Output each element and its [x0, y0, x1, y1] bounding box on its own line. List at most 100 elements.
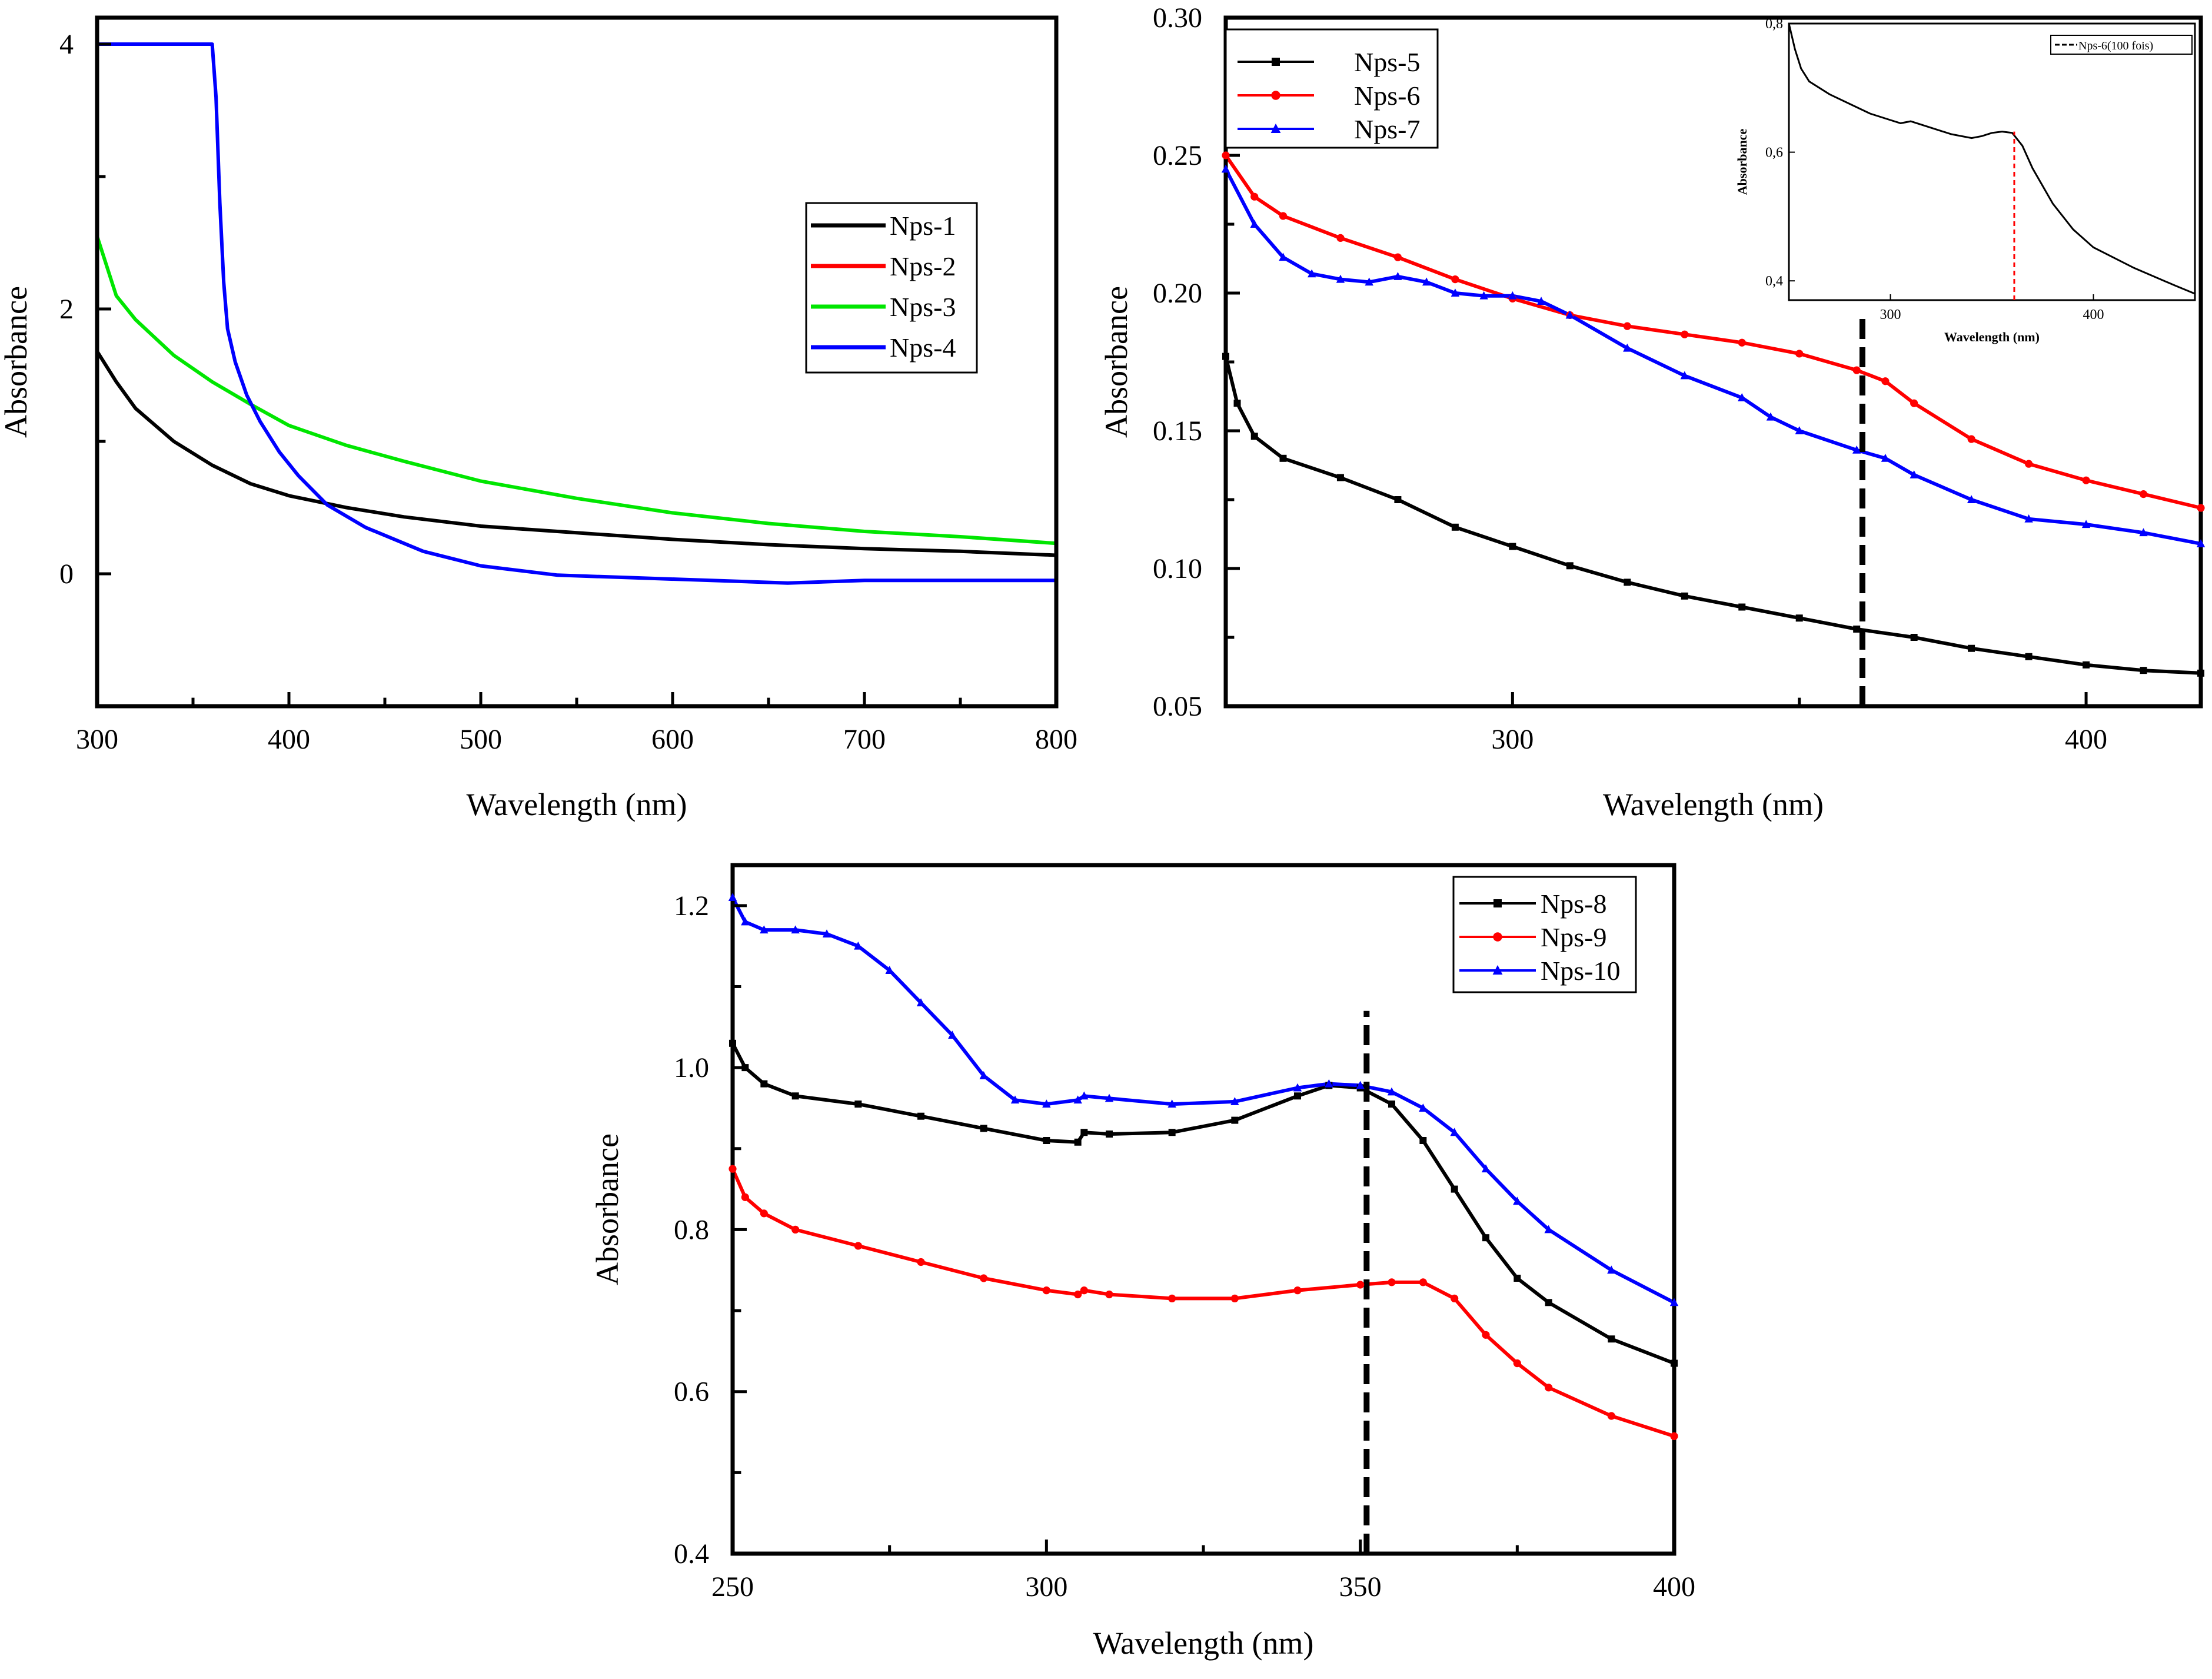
y-tick-label: 1.0 — [674, 1052, 709, 1083]
y-tick-label: 0.8 — [674, 1214, 709, 1245]
marker-square — [1624, 578, 1631, 586]
marker-triangle — [2024, 514, 2033, 523]
marker-triangle — [1080, 1091, 1089, 1100]
legend-label: Nps-8 — [1541, 889, 1606, 919]
marker-square — [1336, 474, 1344, 481]
y-tick-label: 4 — [59, 29, 74, 60]
y-axis-label: Absorbance — [1099, 286, 1134, 438]
y-tick-label: 2 — [59, 294, 74, 325]
marker-triangle — [1325, 1079, 1333, 1088]
marker-circle — [1419, 1278, 1427, 1286]
marker-triangle — [1308, 269, 1316, 278]
marker-square — [1608, 1335, 1615, 1343]
marker-circle — [2082, 476, 2090, 484]
marker-square — [1482, 1234, 1489, 1242]
marker-triangle — [1250, 220, 1259, 228]
marker-triangle — [1042, 1099, 1051, 1108]
marker-square — [1394, 496, 1402, 503]
marker-square — [1294, 1092, 1301, 1100]
legend-label: Nps-5 — [1354, 47, 1420, 77]
marker-square — [2140, 667, 2147, 674]
x-tick-label: 400 — [1653, 1571, 1695, 1602]
marker-circle — [1250, 192, 1259, 201]
marker-circle — [1910, 399, 1918, 407]
series-line-nps-9 — [731, 1168, 1675, 1438]
series-line-nps-1 — [95, 350, 1057, 557]
marker-triangle — [1270, 123, 1281, 133]
y-tick-label: 0.10 — [1153, 553, 1202, 584]
marker-circle — [1670, 1432, 1678, 1441]
x-tick-label: 400 — [2065, 724, 2107, 755]
marker-square — [1795, 614, 1803, 622]
legend-box — [805, 202, 978, 374]
marker-square — [1231, 1116, 1239, 1124]
marker-triangle — [1450, 1128, 1459, 1136]
marker-triangle — [1680, 371, 1689, 380]
y-tick-label: 0.30 — [1153, 2, 1202, 34]
y-axis-label: Absorbance — [0, 286, 34, 438]
x-axis-label: Wavelength (nm) — [1093, 1625, 1313, 1661]
marker-triangle — [1393, 272, 1402, 280]
marker-triangle — [1451, 288, 1460, 297]
marker-triangle — [1795, 426, 1804, 434]
marker-circle — [854, 1242, 862, 1250]
marker-triangle — [1293, 1083, 1302, 1092]
marker-circle — [1356, 1281, 1365, 1289]
x-tick-label: 250 — [711, 1571, 754, 1602]
marker-triangle — [2139, 528, 2148, 537]
marker-square — [1493, 899, 1502, 907]
marker-triangle — [1852, 445, 1861, 454]
marker-triangle — [1607, 1265, 1616, 1274]
series-line-nps-4 — [97, 42, 1056, 585]
marker-triangle — [916, 998, 926, 1006]
marker-square — [1080, 1129, 1088, 1136]
x-tick-label: 600 — [651, 724, 694, 755]
inset-y-tick-label: 0,4 — [1765, 274, 1783, 289]
marker-circle — [2197, 504, 2205, 512]
inset-y-tick-label: 0,6 — [1765, 145, 1783, 161]
y-tick-label: 0.4 — [674, 1538, 709, 1570]
marker-triangle — [760, 925, 769, 934]
marker-circle — [1493, 932, 1502, 942]
marker-circle — [1279, 212, 1288, 220]
marker-square — [854, 1101, 862, 1108]
marker-triangle — [1910, 470, 1918, 478]
marker-circle — [1393, 253, 1402, 261]
marker-triangle — [885, 966, 894, 974]
marker-square — [2083, 661, 2090, 669]
y-axis-label: Absorbance — [590, 1133, 625, 1285]
legend-label: Nps-4 — [890, 333, 956, 363]
marker-square — [1074, 1138, 1082, 1146]
inset-y-axis-label: Absorbance — [1735, 129, 1749, 195]
marker-triangle — [1279, 252, 1288, 261]
marker-triangle — [1492, 965, 1503, 975]
series-line-nps-3 — [95, 235, 1057, 546]
series-line-nps-8 — [731, 1042, 1675, 1365]
marker-circle — [1607, 1412, 1615, 1420]
marker-square — [1451, 1185, 1458, 1193]
y-tick-label: 0 — [59, 558, 74, 590]
y-tick-label: 1.2 — [674, 890, 709, 922]
marker-circle — [2139, 490, 2148, 498]
marker-triangle — [728, 893, 737, 902]
y-tick-label: 0.20 — [1153, 278, 1202, 309]
marker-triangle — [1565, 310, 1575, 319]
legend-label: Nps-1 — [890, 211, 956, 241]
marker-circle — [980, 1274, 988, 1282]
marker-square — [1106, 1130, 1113, 1138]
marker-square — [1910, 634, 1918, 641]
x-axis-label: Wavelength (nm) — [466, 787, 687, 822]
marker-square — [2197, 669, 2204, 677]
x-tick-label: 350 — [1339, 1571, 1382, 1602]
marker-triangle — [1365, 277, 1373, 286]
marker-square — [729, 1039, 736, 1047]
marker-triangle — [1336, 274, 1345, 283]
inset-chart: 300 400 0,4 0,6 0,8 Wavelength (nm) Absorbance… — [1735, 16, 2196, 344]
marker-circle — [760, 1209, 768, 1218]
marker-triangle — [2081, 520, 2091, 528]
y-tick-label: 0.6 — [674, 1377, 709, 1408]
legend-label: Nps-3 — [890, 292, 956, 322]
marker-triangle — [1422, 277, 1431, 286]
marker-triangle — [1073, 1095, 1082, 1104]
